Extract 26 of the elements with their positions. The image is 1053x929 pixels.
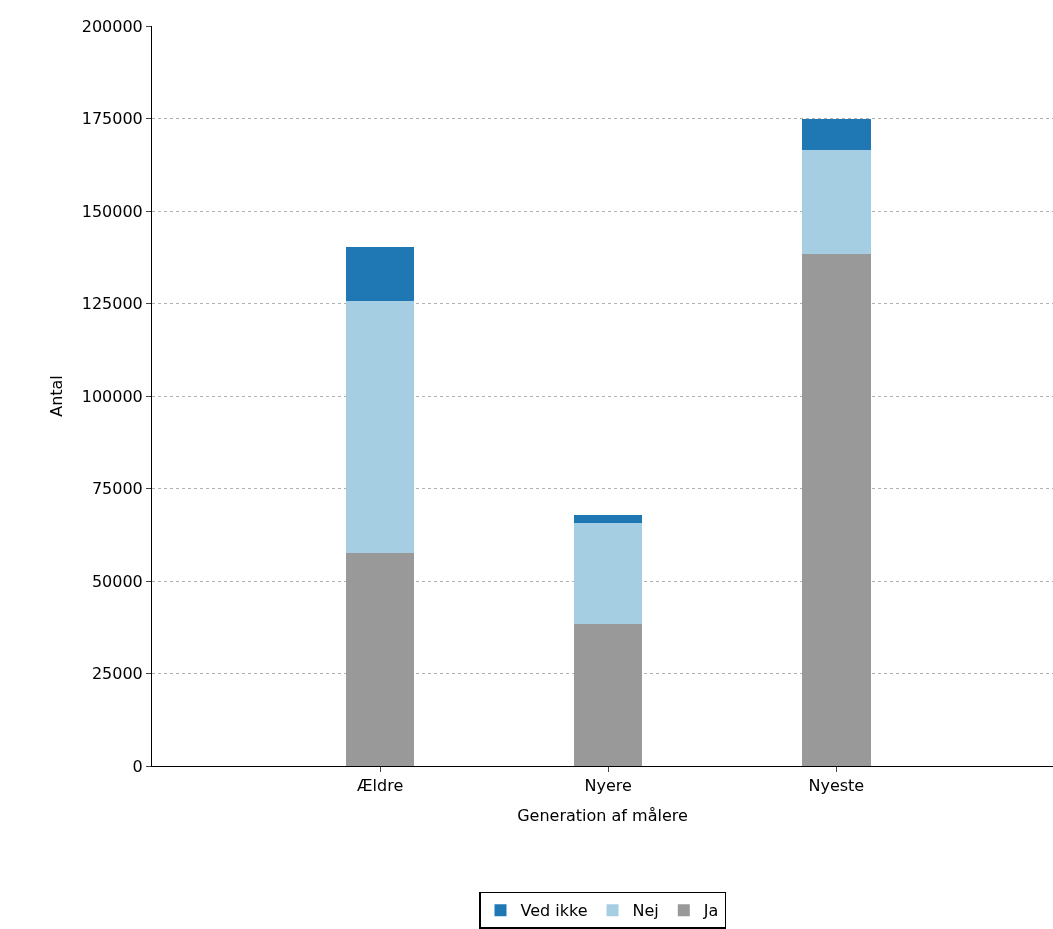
bar	[802, 149, 871, 255]
y-tick-label: 100000	[81, 386, 143, 406]
legend-label: Ja	[702, 901, 719, 921]
y-tick-label: 125000	[81, 294, 143, 314]
bar	[573, 514, 643, 523]
x-tick-label: Nyeste	[808, 776, 865, 796]
bar	[345, 552, 415, 766]
y-tick-label: 0	[132, 756, 143, 776]
bar	[802, 254, 871, 766]
x-tick-label: Ældre	[356, 776, 404, 796]
legend-label: Ved ikke	[520, 901, 588, 921]
y-tick-label: 75000	[91, 479, 143, 499]
bar	[345, 246, 415, 302]
x-axis-title: Generation af målere	[517, 805, 688, 825]
y-tick-label: 175000	[81, 109, 143, 129]
y-tick-label: 200000	[81, 16, 143, 36]
y-axis-title: Antal	[46, 375, 66, 417]
bar	[802, 118, 871, 150]
y-tick-label: 50000	[91, 571, 143, 591]
x-tick-label: Nyere	[584, 776, 632, 796]
y-tick-label: 150000	[81, 201, 143, 221]
bar	[345, 301, 415, 553]
y-tick-label: 25000	[91, 664, 143, 684]
bar	[573, 522, 643, 625]
legend-label: Nej	[632, 901, 659, 921]
bar	[573, 624, 643, 766]
